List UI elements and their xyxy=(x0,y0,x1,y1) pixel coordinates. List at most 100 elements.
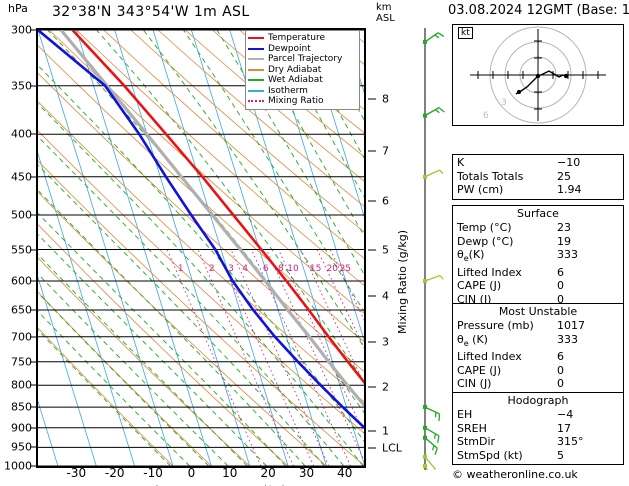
wind-barb xyxy=(423,274,444,283)
wind-barb xyxy=(423,32,445,44)
legend-item-label: Parcel Trajectory xyxy=(268,54,343,64)
height-tick-label: 6 xyxy=(382,194,389,208)
legend: Temperature Dewpoint Parcel Trajectory Dry … xyxy=(245,30,360,110)
legend-item: Dewpoint xyxy=(248,44,357,55)
most-unstable-key: Pressure (mb) xyxy=(457,319,534,332)
legend-item-label: Temperature xyxy=(268,33,326,43)
wind-barb xyxy=(423,405,441,421)
hodograph-svg: 3 6 xyxy=(470,26,606,124)
datetime-label: 03.08.2024 12GMT (Base: 12) xyxy=(448,3,629,18)
most-unstable-title: Most Unstable xyxy=(498,305,578,318)
stability-value: −10 xyxy=(557,156,581,169)
most-unstable-value: 333 xyxy=(557,332,578,346)
most-unstable-row: CIN (J) 0 xyxy=(457,377,619,391)
pressure-tick xyxy=(30,406,36,408)
pressure-tick-label: 400 xyxy=(11,127,32,141)
hodograph-stat-key: StmDir xyxy=(457,435,496,448)
wind-barb xyxy=(423,106,445,118)
legend-color-swatch xyxy=(248,58,264,61)
height-tick xyxy=(368,249,376,250)
legend-color-swatch xyxy=(248,47,264,50)
legend-item: Temperature xyxy=(248,33,357,44)
temperature-tick-label: 30 xyxy=(298,466,315,480)
stability-key: Totals Totals xyxy=(457,169,524,183)
wind-barb xyxy=(423,464,429,470)
pressure-tick-label: 500 xyxy=(11,208,32,222)
hodograph-stat-value: 17 xyxy=(557,421,571,435)
stability-indices-panel: K −10 Totals Totals 25 PW (cm) 1.94 xyxy=(452,154,624,200)
height-tick-label: 5 xyxy=(382,243,389,256)
height-tick-label: 7 xyxy=(382,144,389,158)
mixing-ratio-label: 4 xyxy=(242,264,248,274)
parcel-trajectory-line xyxy=(59,30,364,408)
pressure-tick-label: 550 xyxy=(11,243,32,256)
stability-row: Totals Totals 25 xyxy=(457,170,619,184)
most-unstable-row: θe (K) 333 xyxy=(457,333,619,351)
pressure-tick xyxy=(30,427,36,429)
surface-row: CIN (J) 0 xyxy=(457,293,619,307)
stability-key: K xyxy=(457,156,465,169)
pressure-tick xyxy=(30,361,36,363)
temperature-tick-label: 0 xyxy=(187,466,196,480)
lcl-tick xyxy=(368,447,376,449)
hodograph-stat-title: Hodograph xyxy=(507,394,569,407)
mixing-ratio-label: 2 xyxy=(209,264,215,274)
pressure-tick-label: 950 xyxy=(11,440,32,454)
legend-color-swatch xyxy=(248,79,264,82)
temperature-tick-label: -10 xyxy=(143,466,163,480)
dewpoint-curve xyxy=(38,30,364,430)
stability-row: PW (cm) 1.94 xyxy=(457,183,619,197)
legend-item: Wet Adiabat xyxy=(248,75,357,86)
mixing-ratio-label: 1 xyxy=(178,264,184,274)
surface-row: Lifted Index 6 xyxy=(457,266,619,280)
mixing-ratio-lines xyxy=(166,249,364,466)
height-tick-label: 1 xyxy=(382,424,389,438)
most-unstable-row: CAPE (J) 0 xyxy=(457,364,619,378)
pressure-tick xyxy=(30,249,36,250)
pressure-tick xyxy=(30,465,36,467)
most-unstable-value: 0 xyxy=(557,363,564,377)
legend-item-label: Wet Adiabat xyxy=(268,75,323,85)
most-unstable-panel: Most Unstable Pressure (mb) 1017 θe (K) 333 L… xyxy=(452,303,624,394)
pressure-tick-label: 900 xyxy=(11,421,32,435)
most-unstable-value: 0 xyxy=(557,377,564,391)
pressure-tick xyxy=(30,336,36,338)
stability-key: PW (cm) xyxy=(457,183,504,196)
height-axis-unit: km ASL xyxy=(376,2,395,24)
surface-row: θe(K) 333 xyxy=(457,248,619,266)
pressure-tick-label: 800 xyxy=(11,378,32,392)
mixing-ratio-label: 3 xyxy=(228,264,234,274)
legend-color-swatch xyxy=(248,68,264,71)
station-title: 32°38'N 343°54'W 1m ASL xyxy=(52,4,250,20)
hodograph-stat-key: StmSpd (kt) xyxy=(457,448,523,462)
pressure-tick-label: 300 xyxy=(11,23,32,37)
hodograph-stat-value: 315° xyxy=(557,435,584,448)
surface-value: 6 xyxy=(557,265,564,279)
pressure-tick xyxy=(30,384,36,386)
height-tick-label: 2 xyxy=(382,380,389,394)
most-unstable-key: Lifted Index xyxy=(457,350,522,364)
mixing-ratio-label: 20 xyxy=(326,264,338,274)
pressure-tick-label: 700 xyxy=(11,330,32,344)
legend-color-swatch xyxy=(248,89,264,92)
skewt-svg: 1 2 3 4 6 8 10 15 20 25 xyxy=(38,30,364,466)
surface-value: 19 xyxy=(557,234,571,248)
wind-barbs xyxy=(423,32,445,470)
most-unstable-key: CIN (J) xyxy=(457,377,492,391)
wind-barb xyxy=(423,425,440,443)
hodograph-stat-row: StmSpd (kt) 5 xyxy=(457,449,619,463)
hodograph-unit-label: kt xyxy=(458,27,473,39)
copyright-label: © weatheronline.co.uk xyxy=(452,468,578,481)
surface-key: CIN (J) xyxy=(457,292,492,306)
surface-key: Temp (°C) xyxy=(457,221,512,234)
hodograph-stat-row: StmDir 315° xyxy=(457,435,619,449)
most-unstable-key: θe (K) xyxy=(457,332,488,348)
pressure-tick xyxy=(30,29,36,31)
mixing-ratio-label: 8 xyxy=(278,264,284,274)
hodograph-stat-value: 5 xyxy=(557,448,564,462)
pressure-tick xyxy=(30,214,36,216)
lcl-label: LCL xyxy=(382,441,402,455)
height-axis-unit-asl: ASL xyxy=(376,13,395,24)
height-tick-label: 4 xyxy=(382,289,389,303)
